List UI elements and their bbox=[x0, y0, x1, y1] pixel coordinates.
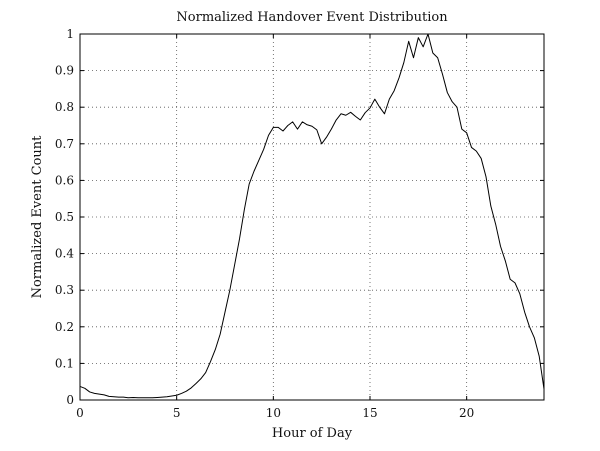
x-tick-label: 20 bbox=[459, 406, 474, 420]
x-tick-label: 10 bbox=[266, 406, 281, 420]
y-tick-label: 0.9 bbox=[55, 64, 74, 78]
series-layer bbox=[79, 33, 545, 399]
y-tick-label: 0.7 bbox=[55, 137, 74, 151]
y-tick-label: 0 bbox=[66, 393, 74, 407]
y-tick-label: 0.1 bbox=[55, 356, 74, 370]
y-tick-label: 0.8 bbox=[55, 100, 74, 114]
x-tick-label: 5 bbox=[173, 406, 181, 420]
series-line bbox=[79, 33, 545, 399]
y-tick-label: 1 bbox=[66, 27, 74, 41]
y-tick-label: 0.2 bbox=[55, 320, 74, 334]
y-tick-label: 0.6 bbox=[55, 173, 74, 187]
y-tick-label: 0.3 bbox=[55, 283, 74, 297]
y-axis-label: Normalized Event Count bbox=[30, 135, 45, 299]
x-tick-label: 15 bbox=[362, 406, 377, 420]
x-axis-label: Hour of Day bbox=[272, 426, 353, 441]
y-tick-label: 0.4 bbox=[55, 247, 74, 261]
chart-title: Normalized Handover Event Distribution bbox=[176, 10, 448, 25]
grid-lines bbox=[80, 34, 544, 400]
x-tick-label: 0 bbox=[76, 406, 84, 420]
axis-ticks: 0 5 10 15 20 0 0.1 0.2 0.3 0.4 0.5 0.6 0.7 0.8 0.9 1 bbox=[55, 27, 544, 420]
y-tick-label: 0.5 bbox=[55, 210, 74, 224]
